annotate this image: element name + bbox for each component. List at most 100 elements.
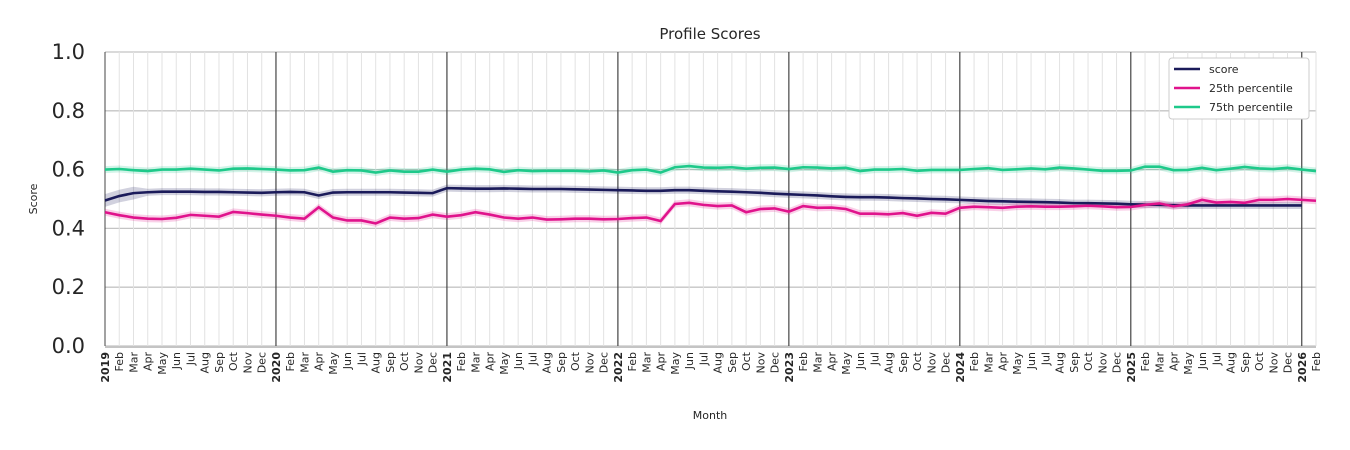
x-tick-month: Oct xyxy=(227,351,240,371)
x-tick-month: Nov xyxy=(925,352,938,374)
legend: score 25th percentile 75th percentile xyxy=(1168,57,1310,120)
x-tick-month: Aug xyxy=(712,352,725,373)
x-tick-month: Feb xyxy=(1310,352,1323,371)
x-tick-year: 2026 xyxy=(1296,352,1309,383)
chart-title: Profile Scores xyxy=(659,25,760,43)
confidence-band xyxy=(105,184,1302,209)
x-tick-month: Aug xyxy=(1225,352,1238,373)
x-tick-month: Aug xyxy=(370,352,383,373)
x-tick-month: Dec xyxy=(1111,352,1124,373)
y-tick-label: 0.2 xyxy=(52,275,85,299)
legend-label: score xyxy=(1209,63,1239,76)
x-tick-month: Dec xyxy=(940,352,953,373)
x-tick-month: May xyxy=(840,352,853,375)
x-tick-month: Jul xyxy=(1039,352,1052,366)
x-tick-month: Feb xyxy=(113,352,126,371)
x-tick-month: Oct xyxy=(1082,351,1095,371)
x-tick-month: Mar xyxy=(811,352,824,373)
x-tick-month: Jul xyxy=(1210,352,1223,366)
x-tick-year: 2023 xyxy=(783,352,796,383)
x-tick-month: Jun xyxy=(170,352,183,370)
x-tick-month: Sep xyxy=(1239,352,1252,373)
y-tick-label: 0.6 xyxy=(52,158,85,182)
x-tick-month: Dec xyxy=(256,352,269,373)
x-tick-month: May xyxy=(1182,352,1195,375)
x-tick-month: Jun xyxy=(341,352,354,370)
x-tick-year: 2019 xyxy=(99,352,112,383)
x-tick-month: Mar xyxy=(640,352,653,373)
x-tick-month: Mar xyxy=(1153,352,1166,373)
x-tick-month: Sep xyxy=(1068,352,1081,373)
x-tick-month: Jul xyxy=(868,352,881,366)
x-tick-month: Apr xyxy=(142,352,155,372)
x-tick-month: Jul xyxy=(184,352,197,366)
x-tick-month: Jun xyxy=(1196,352,1209,370)
x-tick-month: Jul xyxy=(526,352,539,366)
confidence-band xyxy=(105,195,1316,227)
x-tick-month: Sep xyxy=(555,352,568,373)
legend-box xyxy=(1168,57,1310,120)
x-tick-month: May xyxy=(327,352,340,375)
x-tick-month: Jun xyxy=(1025,352,1038,370)
x-tick-month: Mar xyxy=(469,352,482,373)
x-tick-month: Apr xyxy=(1168,352,1181,372)
x-tick-month: Aug xyxy=(541,352,554,373)
x-tick-month: Aug xyxy=(1054,352,1067,373)
x-tick-month: Feb xyxy=(284,352,297,371)
x-tick-year: 2021 xyxy=(441,352,454,383)
series-line xyxy=(104,197,1317,225)
x-axis-label: Month xyxy=(693,409,728,422)
x-tick-month: Mar xyxy=(127,352,140,373)
x-tick-month: Dec xyxy=(769,352,782,373)
x-tick-month: Apr xyxy=(826,352,839,372)
x-tick-month: Aug xyxy=(199,352,212,373)
y-axis-label: Score xyxy=(27,183,40,214)
x-tick-month: Feb xyxy=(797,352,810,371)
x-tick-month: Feb xyxy=(455,352,468,371)
x-tick-month: Feb xyxy=(1139,352,1152,371)
y-tick-label: 1.0 xyxy=(52,40,85,64)
x-tick-month: Oct xyxy=(911,351,924,371)
legend-label: 75th percentile xyxy=(1209,101,1293,114)
x-tick-month: Dec xyxy=(1282,352,1295,373)
x-tick-month: Apr xyxy=(997,352,1010,372)
x-tick-month: Mar xyxy=(982,352,995,373)
x-tick-month: Oct xyxy=(569,351,582,371)
y-tick-label: 0.0 xyxy=(52,334,85,358)
x-tick-month: Dec xyxy=(598,352,611,373)
x-tick-month: Mar xyxy=(298,352,311,373)
x-tick-month: Jun xyxy=(854,352,867,370)
x-tick-year: 2025 xyxy=(1125,352,1138,383)
x-tick-month: Jul xyxy=(697,352,710,366)
x-tick-month: Sep xyxy=(213,352,226,373)
x-tick-month: May xyxy=(156,352,169,375)
x-tick-month: Nov xyxy=(241,352,254,374)
x-tick-month: Nov xyxy=(754,352,767,374)
x-tick-month: Oct xyxy=(740,351,753,371)
x-tick-month: May xyxy=(498,352,511,375)
legend-label: 25th percentile xyxy=(1209,82,1293,95)
x-tick-month: Nov xyxy=(1096,352,1109,374)
x-tick-month: Feb xyxy=(968,352,981,371)
y-tick-label: 0.8 xyxy=(52,99,85,123)
x-tick-month: Nov xyxy=(1267,352,1280,374)
x-tick-month: May xyxy=(1011,352,1024,375)
x-tick-month: Nov xyxy=(412,352,425,374)
x-tick-month: Dec xyxy=(427,352,440,373)
x-tick-month: Oct xyxy=(398,351,411,371)
x-tick-month: Sep xyxy=(726,352,739,373)
x-tick-year: 2024 xyxy=(954,352,967,383)
y-tick-label: 0.4 xyxy=(52,216,85,240)
x-tick-year: 2022 xyxy=(612,352,625,383)
x-tick-month: Jul xyxy=(355,352,368,366)
x-tick-month: Sep xyxy=(897,352,910,373)
x-tick-month: Apr xyxy=(655,352,668,372)
x-tick-month: Jun xyxy=(512,352,525,370)
x-tick-month: Feb xyxy=(626,352,639,371)
x-tick-month: Apr xyxy=(484,352,497,372)
x-tick-month: Oct xyxy=(1253,351,1266,371)
x-tick-year: 2020 xyxy=(270,352,283,383)
x-tick-month: Nov xyxy=(583,352,596,374)
